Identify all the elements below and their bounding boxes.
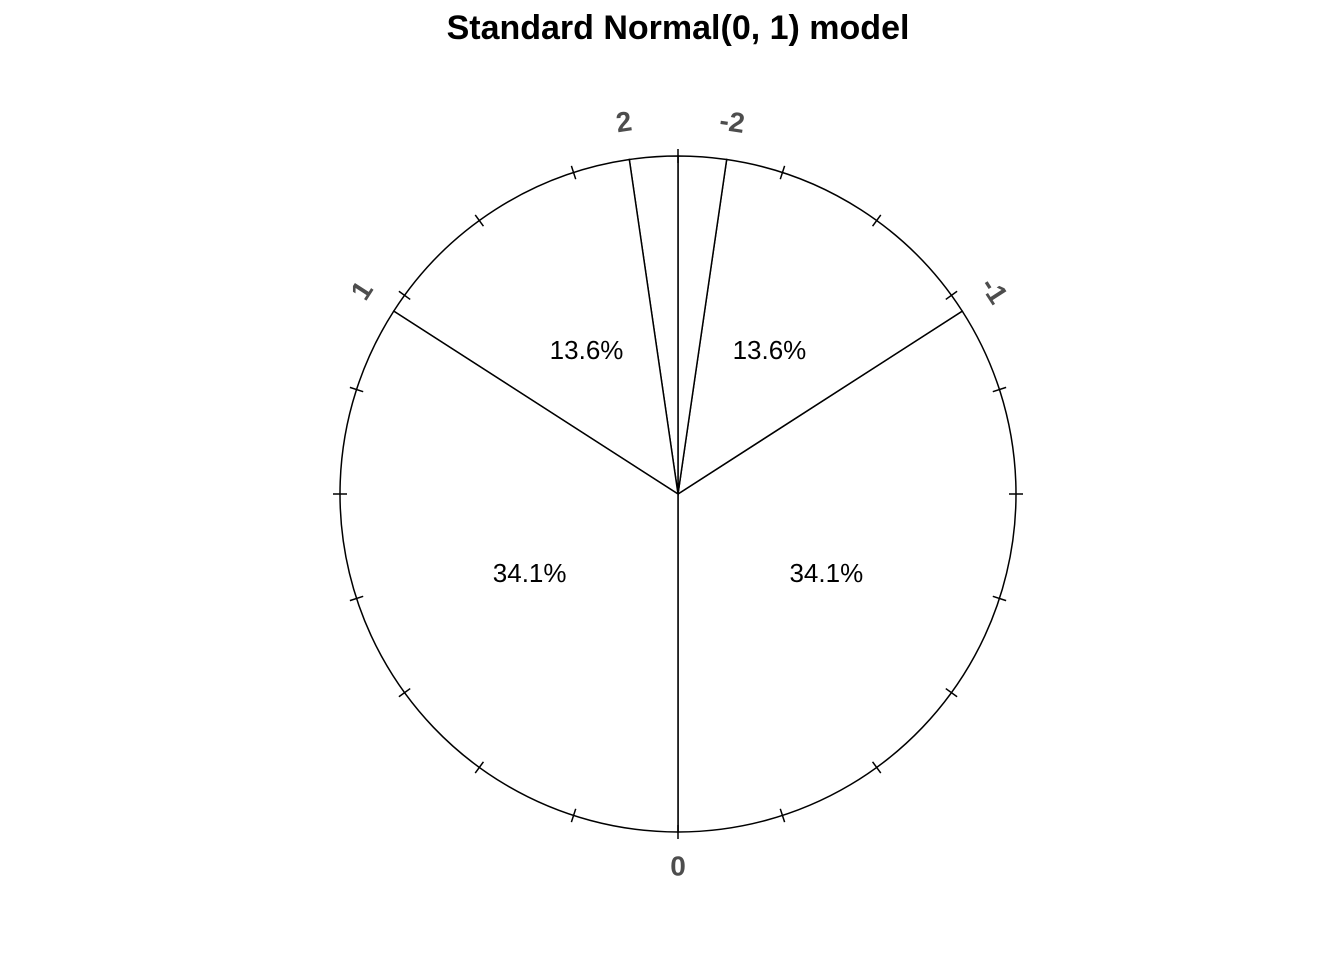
- slice-label: 13.6%: [550, 335, 624, 365]
- axis-tick: [398, 687, 411, 698]
- boundary-label: -2: [718, 105, 747, 139]
- pie-slice: [677, 158, 964, 496]
- axis-tick: [570, 165, 577, 180]
- axis-tick: [945, 290, 958, 301]
- slice-label: 13.6%: [733, 335, 807, 365]
- axis-tick: [779, 165, 786, 180]
- boundary-label: -1: [975, 272, 1015, 310]
- axis-tick: [945, 687, 958, 698]
- axis-tick: [349, 386, 364, 393]
- axis-tick: [992, 595, 1007, 602]
- axis-tick: [871, 214, 882, 227]
- boundary-label: 2: [614, 105, 634, 138]
- boundary-label: 1: [344, 276, 378, 306]
- boundary-label: 0: [670, 850, 686, 881]
- pie-slice: [392, 158, 679, 496]
- axis-tick: [570, 808, 577, 823]
- axis-tick: [474, 214, 485, 227]
- pie-slice: [677, 310, 1017, 833]
- chart-title: Standard Normal(0, 1) model: [447, 9, 910, 47]
- axis-tick: [398, 290, 411, 301]
- axis-tick: [779, 808, 786, 823]
- axis-tick: [474, 761, 485, 774]
- axis-tick: [992, 386, 1007, 393]
- axis-tick: [349, 595, 364, 602]
- axis-tick: [871, 761, 882, 774]
- pie-slice: [339, 310, 679, 833]
- slice-label: 34.1%: [493, 558, 567, 588]
- slice-label: 34.1%: [789, 558, 863, 588]
